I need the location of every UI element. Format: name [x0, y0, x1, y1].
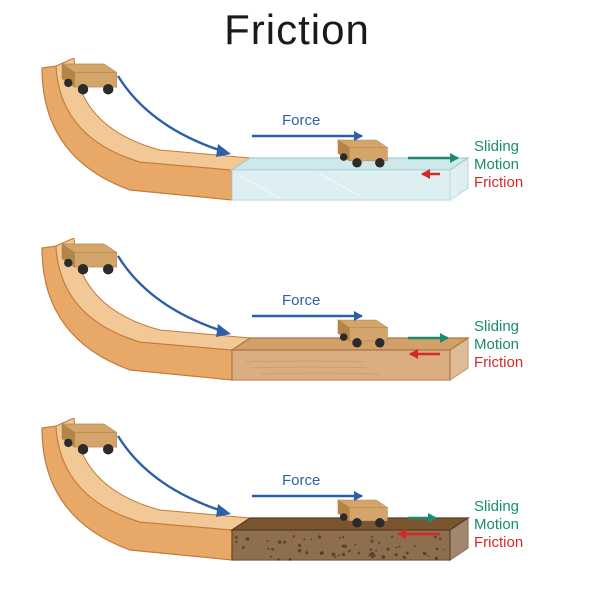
motion-label: Motion: [474, 516, 523, 534]
side-labels: Sliding Motion Friction: [474, 318, 523, 372]
friction-panel-dirt: Force Sliding Motion Friction: [0, 418, 594, 598]
force-label: Force: [282, 472, 320, 489]
force-label: Force: [282, 292, 320, 309]
page-title: Friction: [0, 0, 594, 54]
friction-panel-ice: Force Sliding Motion Friction: [0, 58, 594, 238]
sliding-label: Sliding: [474, 498, 523, 516]
sliding-label: Sliding: [474, 138, 523, 156]
friction-label: Friction: [474, 174, 523, 192]
friction-label: Friction: [474, 354, 523, 372]
side-labels: Sliding Motion Friction: [474, 138, 523, 192]
motion-label: Motion: [474, 156, 523, 174]
force-label: Force: [282, 112, 320, 129]
side-labels: Sliding Motion Friction: [474, 498, 523, 552]
sliding-label: Sliding: [474, 318, 523, 336]
motion-label: Motion: [474, 336, 523, 354]
friction-label: Friction: [474, 534, 523, 552]
friction-panel-wood: Force Sliding Motion Friction: [0, 238, 594, 418]
